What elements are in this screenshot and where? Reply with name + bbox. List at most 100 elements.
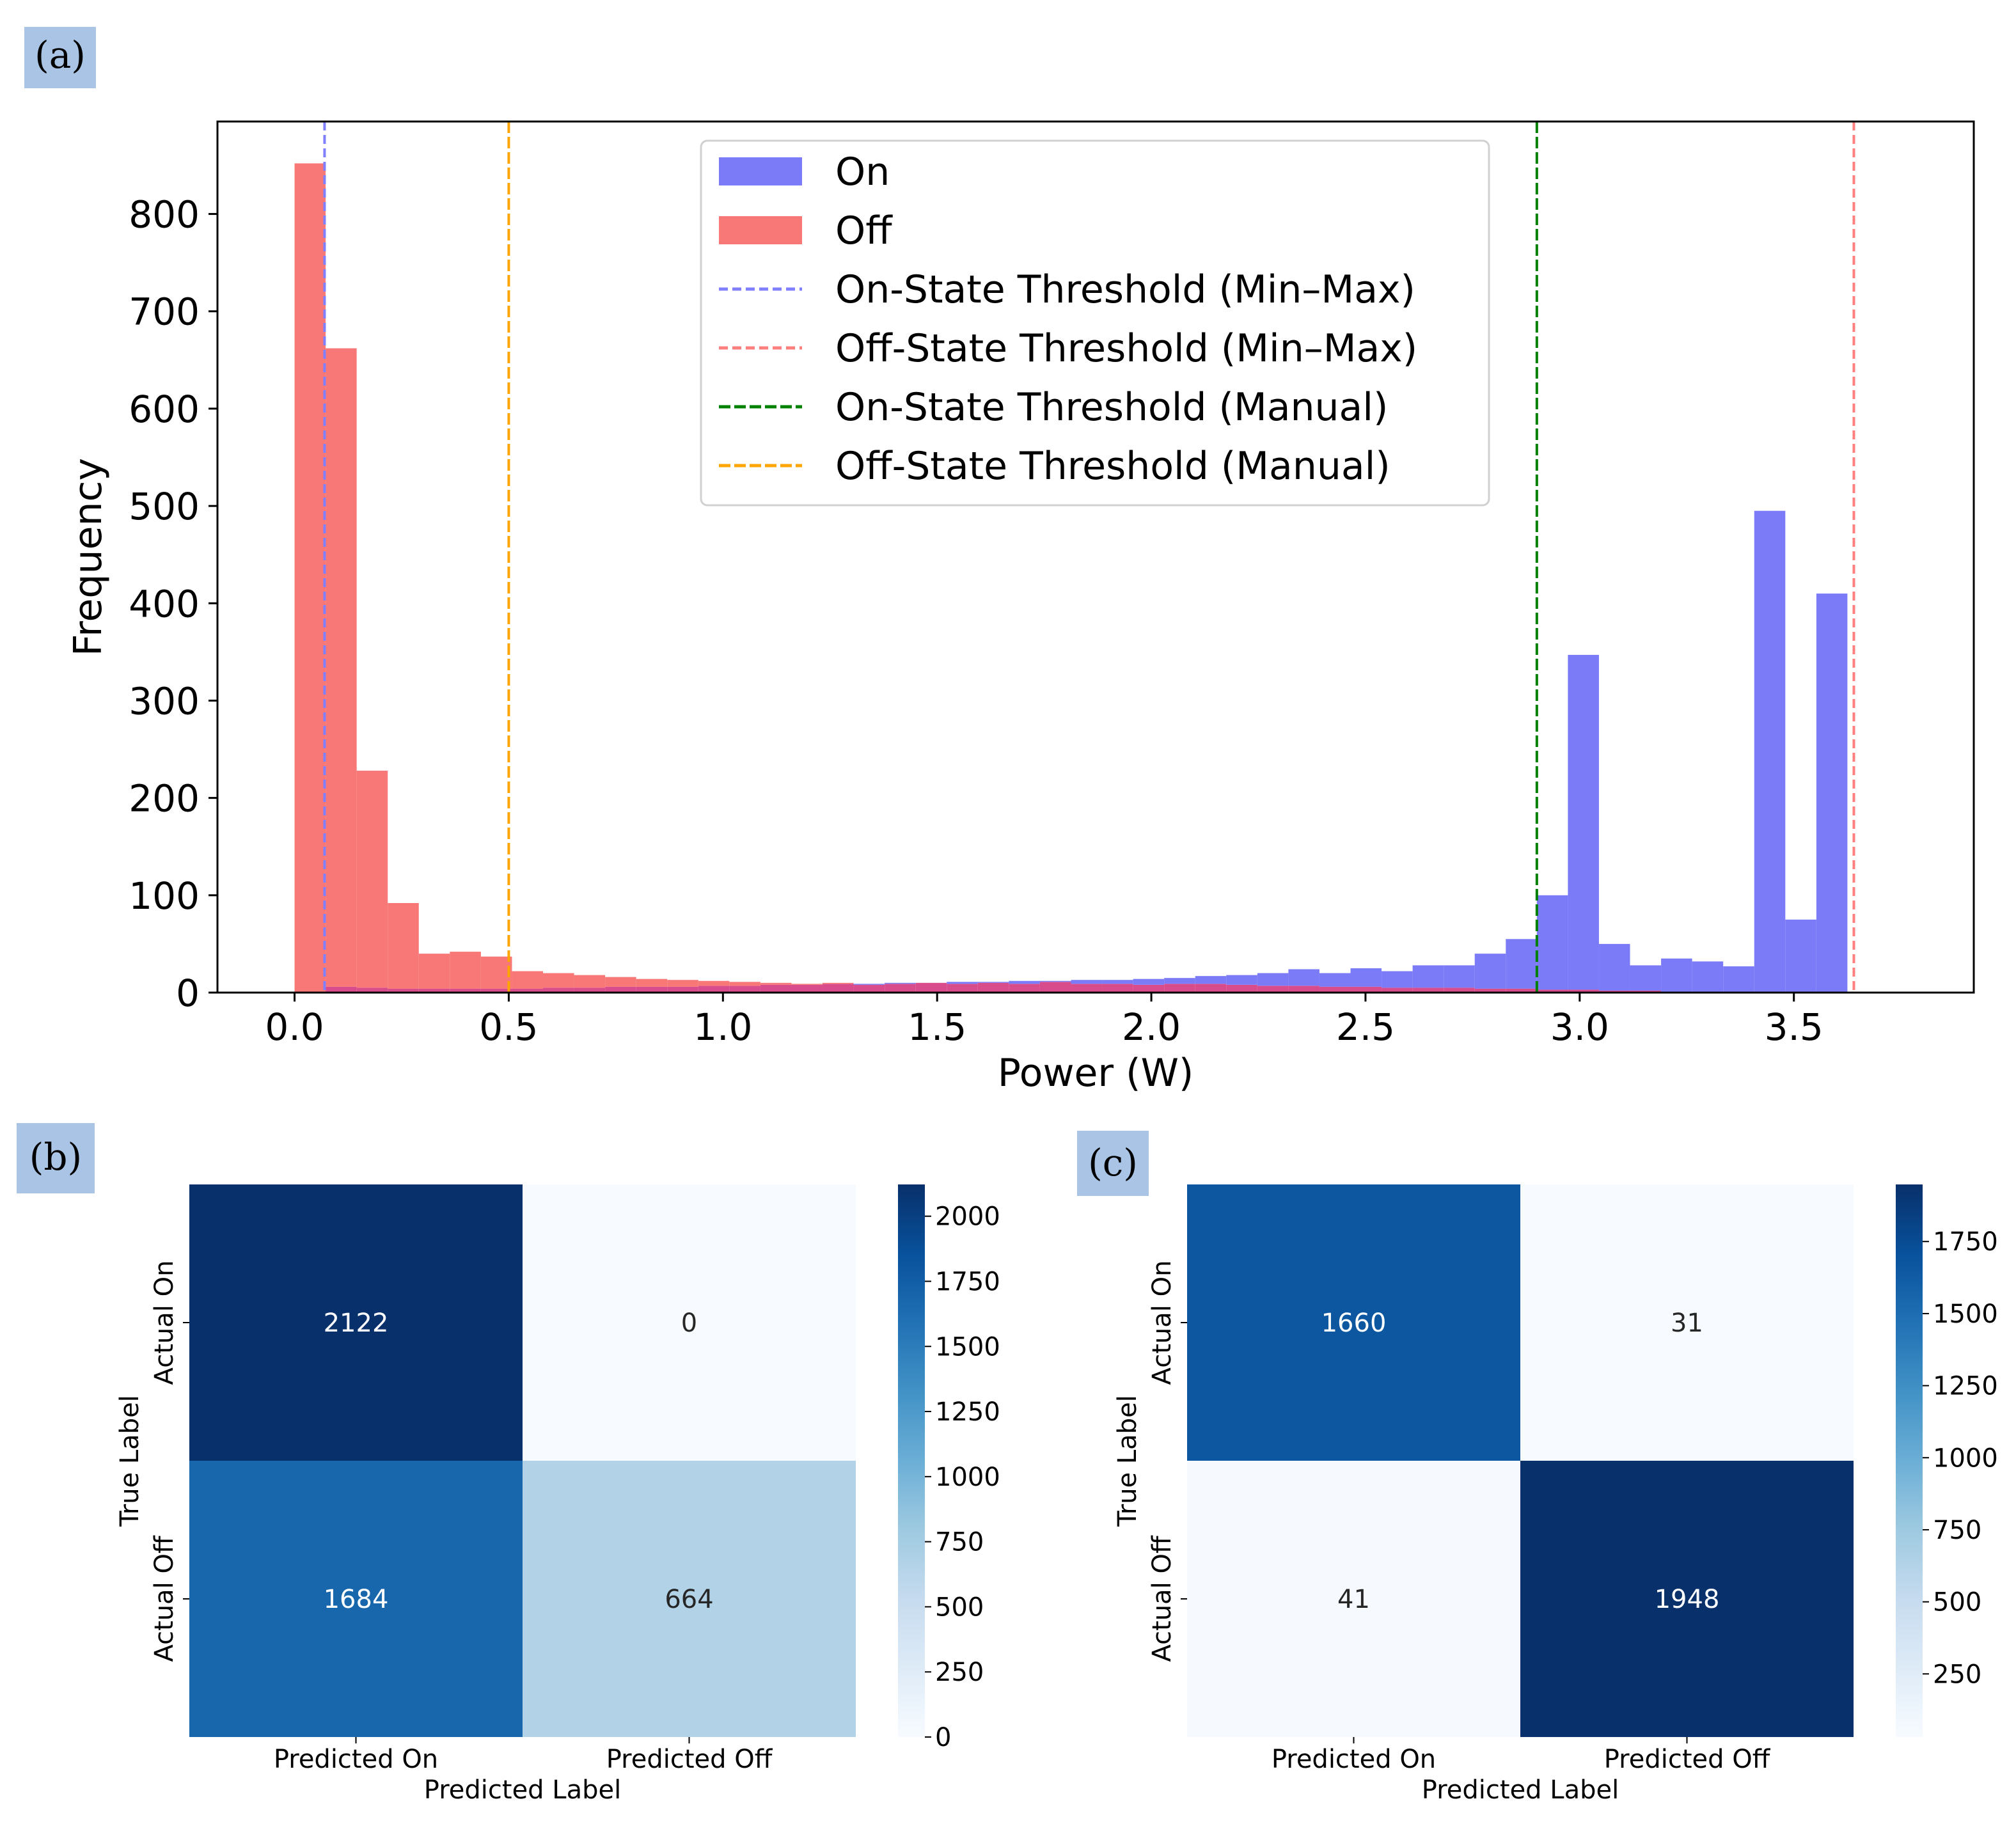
legend-swatch (719, 216, 802, 244)
x-axis-label: Predicted Label (1422, 1775, 1619, 1805)
overlap-bar (1350, 986, 1382, 993)
overlap-bar (1568, 989, 1599, 993)
overlap-bar (480, 988, 512, 993)
y-axis-label: Frequency (66, 458, 111, 656)
on-bar (1506, 939, 1537, 989)
overlap-bar (1536, 989, 1568, 993)
on-bar (1785, 919, 1816, 992)
off-bar (480, 956, 512, 989)
off-bar (356, 771, 388, 988)
overlap-bar (791, 984, 823, 993)
on-bar (1195, 976, 1227, 984)
panel-label-b-box: (b) (17, 1123, 95, 1193)
x-axis-ticks: 0.0 0.5 1.0 1.5 2.0 2.5 3.0 3.5 (265, 993, 1823, 1049)
x-tick-label: 3.5 (1765, 1005, 1823, 1049)
off-bar (698, 980, 730, 986)
overlap-bar (1102, 984, 1133, 993)
off-bar (605, 977, 636, 987)
y-tick-label: Actual Off (1147, 1535, 1177, 1662)
y-tick-label: 0 (176, 971, 200, 1015)
overlap-bar (915, 982, 947, 993)
colorbar-tick-label: 1500 (935, 1332, 1000, 1362)
overlap-bar (1630, 990, 1662, 993)
overlap-bar (698, 986, 730, 993)
cell-value: 664 (665, 1585, 713, 1614)
overlap-bar (574, 987, 606, 993)
on-bar (1598, 943, 1630, 991)
on-bar (1444, 965, 1475, 988)
overlap-bar (760, 984, 792, 993)
heatmap-cell (523, 1461, 856, 1737)
overlap-bar (418, 988, 450, 993)
overlap-bar (388, 988, 419, 993)
overlap-bar (543, 987, 574, 993)
colorbar-tick-label: 750 (1933, 1516, 1981, 1545)
heatmap-cell (189, 1461, 523, 1737)
off-bar (512, 971, 544, 989)
on-bar (1071, 980, 1103, 984)
panel-label-c: (c) (1088, 1141, 1138, 1184)
overlap-bar (356, 987, 388, 993)
panel-label-a: (a) (35, 33, 86, 77)
y-tick-label: Actual On (1147, 1261, 1177, 1385)
confusion-matrix-c: 1660 31 41 1948 Predicted On Predicted Off Act… (1113, 1184, 1998, 1805)
colorbar-tick-label: 1000 (1933, 1443, 1998, 1473)
cell-value: 31 (1671, 1309, 1703, 1338)
legend-label: On (835, 150, 890, 194)
x-tick-label: Predicted On (274, 1745, 438, 1774)
cell-value: 1684 (324, 1585, 389, 1614)
legend-label: On-State Threshold (Manual) (835, 385, 1388, 430)
overlap-bar (1319, 986, 1351, 993)
off-bar (543, 973, 574, 988)
colorbar-tick-label: 500 (935, 1592, 984, 1622)
overlap-bar (1412, 987, 1444, 993)
y-tick-label: 100 (129, 874, 200, 918)
legend-label: Off (835, 208, 893, 253)
on-bar (1754, 510, 1786, 992)
colorbar-tick-label: 0 (935, 1723, 951, 1752)
on-bar (1039, 980, 1071, 982)
histogram-panel: 0.0 0.5 1.0 1.5 2.0 2.5 3.0 3.5 0 100 200 300 400 50… (66, 120, 1975, 1096)
overlap-bar (1506, 988, 1537, 993)
colorbar-tick-label: 750 (935, 1528, 984, 1557)
off-bar (294, 163, 326, 993)
x-tick-label: 2.5 (1336, 1005, 1395, 1049)
on-bar (1568, 654, 1599, 990)
x-tick-label: 2.0 (1122, 1005, 1181, 1049)
colorbar-tick-label: 1750 (935, 1267, 1000, 1296)
colorbar-tick-label: 500 (1933, 1588, 1981, 1617)
y-tick-label: 400 (129, 582, 200, 625)
off-bar (574, 975, 606, 988)
panel-label-a-box: (a) (24, 27, 96, 88)
y-axis-label: True Label (1113, 1395, 1142, 1527)
overlap-bar (1071, 984, 1103, 993)
colorbar-tick-label: 1500 (1933, 1300, 1998, 1329)
off-bar (823, 982, 854, 984)
overlap-bar (636, 986, 668, 993)
cell-value: 41 (1337, 1585, 1370, 1614)
legend: On Off On-State Threshold (Min–Max) Off-Sta… (700, 139, 1490, 507)
heatmap-cell (1520, 1184, 1854, 1461)
heatmap-cell (1187, 1461, 1520, 1737)
off-bar (760, 982, 792, 985)
on-bar (1164, 978, 1195, 984)
cell-value: 2122 (324, 1309, 389, 1338)
legend-box (700, 139, 1490, 507)
overlap-bar (605, 986, 636, 993)
x-tick-label: Predicted On (1272, 1745, 1436, 1774)
x-tick-label: 1.0 (693, 1005, 752, 1049)
overlap-bar (853, 984, 885, 993)
on-bar (1382, 971, 1413, 988)
heatmap-cell (523, 1184, 856, 1461)
overlap-bar (1288, 986, 1319, 993)
overlap-bar (512, 988, 544, 993)
x-axis-label: Power (W) (998, 1051, 1194, 1096)
heatmap-cell (1520, 1461, 1854, 1737)
x-axis-label: Predicted Label (424, 1775, 621, 1805)
colorbar-tick-label: 1000 (935, 1463, 1000, 1492)
on-bar (1816, 594, 1848, 993)
on-bar (1630, 965, 1662, 991)
overlap-bar (1164, 984, 1195, 993)
cell-value: 1948 (1655, 1585, 1720, 1614)
